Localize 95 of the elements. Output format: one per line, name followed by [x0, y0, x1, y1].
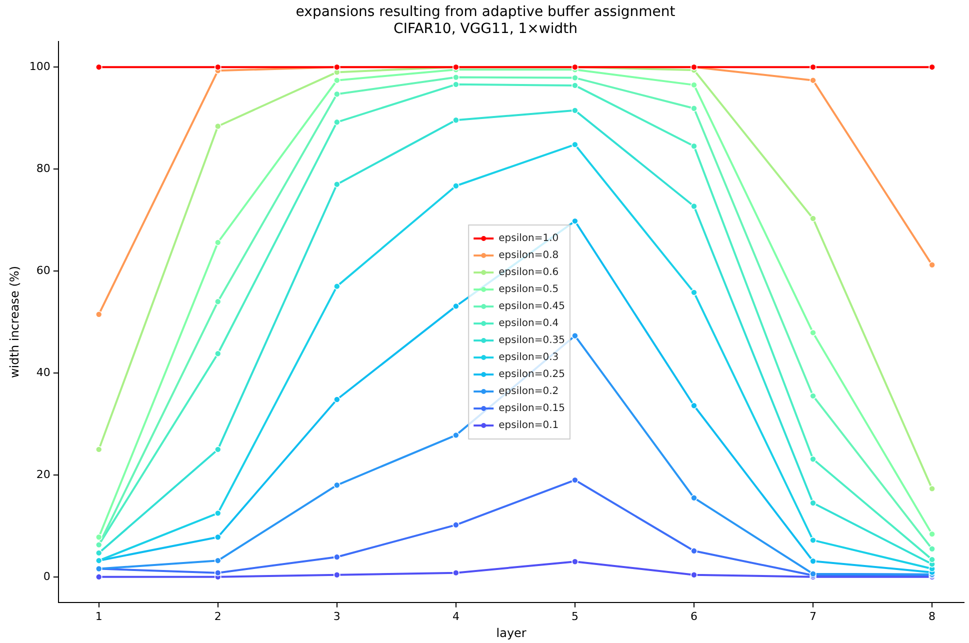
- point: [334, 76, 340, 84]
- legend-label: epsilon=0.35: [498, 335, 565, 346]
- point: [690, 548, 698, 554]
- point: [928, 64, 936, 70]
- point: [214, 534, 222, 541]
- point: [334, 571, 340, 578]
- x-tick-label: 8: [928, 610, 936, 623]
- point: [214, 298, 222, 306]
- legend-label: epsilon=0.45: [498, 301, 565, 312]
- point: [572, 476, 578, 484]
- point: [214, 446, 222, 453]
- legend-label: epsilon=0.4: [498, 318, 559, 330]
- legend-label: epsilon=0.1: [498, 420, 559, 432]
- point: [452, 116, 460, 124]
- point: [690, 289, 698, 296]
- y-tick-label: 80: [36, 162, 50, 175]
- x-tick-label: 7: [810, 610, 817, 623]
- point: [572, 558, 578, 566]
- point: [690, 82, 698, 88]
- legend-label: epsilon=0.3: [498, 352, 559, 364]
- point: [452, 74, 460, 81]
- point: [810, 456, 816, 463]
- point: [810, 215, 816, 222]
- y-tick-label: 20: [36, 468, 50, 481]
- point: [452, 522, 460, 528]
- point: [810, 64, 816, 70]
- point: [214, 122, 222, 130]
- point: [334, 90, 340, 98]
- x-tick-label: 6: [690, 610, 698, 623]
- point: [690, 402, 698, 410]
- point: [334, 282, 340, 290]
- point: [690, 104, 698, 112]
- point: [572, 218, 578, 224]
- x-tick-label: 4: [452, 610, 460, 623]
- y-tick-label: 100: [29, 60, 50, 73]
- legend-label: epsilon=0.15: [498, 403, 565, 414]
- point: [572, 82, 578, 89]
- point: [810, 392, 816, 400]
- legend-label: epsilon=0.2: [498, 386, 559, 398]
- x-tick-label: 3: [333, 610, 340, 623]
- chart-subtitle: CIFAR10, VGG11, 1×width: [394, 20, 578, 37]
- point: [452, 81, 460, 88]
- point: [810, 558, 816, 565]
- point: [95, 64, 102, 70]
- y-tick-label: 40: [36, 366, 50, 379]
- point: [572, 74, 578, 82]
- x-tick-label: 5: [571, 610, 578, 623]
- point: [95, 574, 102, 580]
- legend-label: epsilon=0.8: [498, 250, 559, 262]
- point: [214, 569, 222, 576]
- point: [214, 350, 222, 358]
- x-tick-label: 1: [95, 610, 102, 623]
- y-tick-label: 60: [36, 264, 50, 277]
- point: [572, 107, 578, 114]
- point: [928, 485, 936, 492]
- point: [334, 554, 340, 560]
- point: [690, 571, 698, 578]
- point: [810, 500, 816, 506]
- point: [334, 482, 340, 489]
- point: [95, 310, 102, 318]
- legend-label: epsilon=0.6: [498, 267, 559, 278]
- point: [810, 536, 816, 544]
- point: [810, 76, 816, 84]
- point: [334, 180, 340, 188]
- point: [334, 118, 340, 126]
- point: [690, 494, 698, 502]
- point: [928, 530, 936, 538]
- point: [810, 329, 816, 336]
- chart-title: expansions resulting from adaptive buffer assignment: [296, 4, 676, 20]
- point: [452, 569, 460, 576]
- point: [214, 557, 222, 564]
- point: [690, 142, 698, 150]
- point: [452, 182, 460, 190]
- point: [95, 446, 102, 453]
- point: [452, 432, 460, 439]
- point: [690, 202, 698, 210]
- point: [928, 262, 936, 268]
- point: [572, 141, 578, 148]
- legend-label: epsilon=1.0: [498, 233, 559, 244]
- point: [928, 556, 936, 563]
- y-axis-title: width increase (%): [7, 266, 22, 378]
- point: [572, 332, 578, 340]
- point: [214, 239, 222, 246]
- y-tick-label: 0: [43, 570, 50, 583]
- point: [95, 534, 102, 541]
- point: [334, 396, 340, 403]
- x-axis-title: layer: [496, 626, 526, 640]
- point: [928, 545, 936, 552]
- point: [95, 550, 102, 556]
- x-tick-label: 2: [214, 610, 222, 623]
- legend-label: epsilon=0.5: [498, 284, 559, 296]
- point: [452, 302, 460, 310]
- legend-label: epsilon=0.25: [498, 369, 565, 380]
- point: [214, 510, 222, 517]
- point: [214, 64, 222, 70]
